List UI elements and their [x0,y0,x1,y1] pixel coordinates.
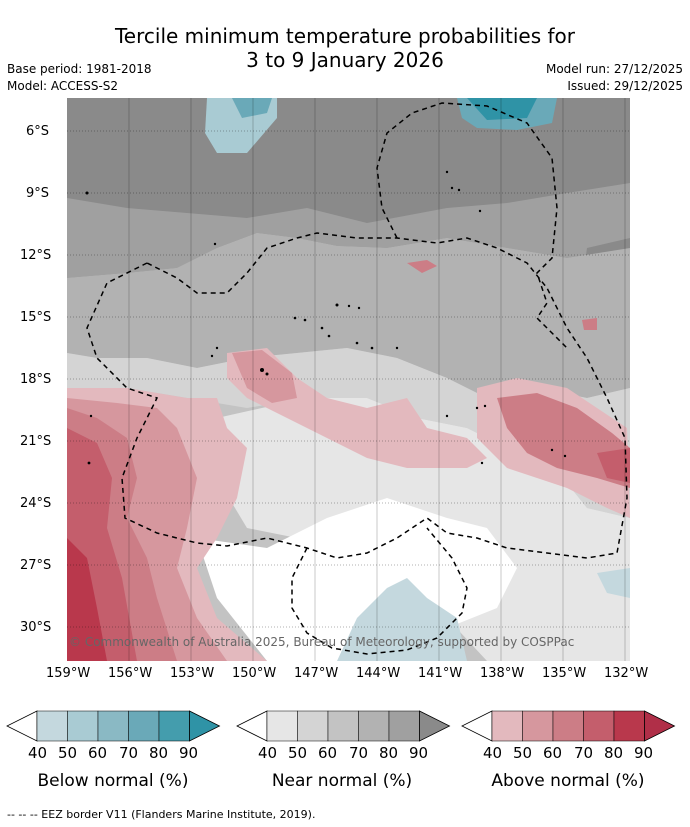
copyright-text: © Commonwealth of Australia 2025, Bureau… [69,635,574,649]
lon-tick: 147°W [294,666,339,681]
cbar-near-tick: 40 [258,744,278,762]
below-colorbar-high-extension [189,710,221,742]
lon-tick: 141°W [418,666,463,681]
below-normal-label: Below normal (%) [37,771,189,791]
lon-tick: 153°W [170,666,215,681]
lat-tick: 30°S [20,620,52,635]
map-title-line-1: Tercile minimum temperature probabilitie… [114,24,576,48]
above-normal-60-east-region [497,393,630,488]
colorbar-svg [6,710,676,742]
near-colorbar-segment [327,710,359,742]
lon-tick: 156°W [108,666,153,681]
islands [85,170,567,465]
graticule-meridians [128,98,626,661]
above-colorbar-segment [613,710,645,742]
below-colorbar-segment [67,710,99,742]
lat-tick: 6°S [26,124,50,139]
above-normal-label: Above normal (%) [491,771,645,791]
lat-tick: 24°S [20,496,52,511]
cbar-near-tick: 90 [409,744,429,762]
lat-tick: 15°S [20,310,52,325]
lon-tick: 135°W [542,666,587,681]
cbar-above-tick: 80 [604,744,624,762]
above-colorbar-segment [522,710,554,742]
cbar-below-tick: 50 [58,744,78,762]
model-run-text: Model run: 27/12/2025 [545,62,683,76]
cbar-below-tick: 70 [119,744,139,762]
near-normal-60-mid-region [67,233,630,398]
above-colorbar-high-extension [644,710,676,742]
below-colorbar-segment [97,710,129,742]
below-colorbar-segment [128,710,160,742]
lon-tick: 150°W [232,666,277,681]
near-normal-label: Near normal (%) [271,771,413,791]
above-normal-patch-b [582,318,597,330]
near-colorbar-segment [266,710,298,742]
cbar-above-tick: 60 [543,744,563,762]
cbar-above-tick: 50 [513,744,533,762]
model-text: Model: ACCESS-S2 [7,79,119,93]
above-colorbar-segment [491,710,523,742]
eez-border-central [86,232,628,559]
above-normal-central-core [232,350,297,403]
map-title-line-2: 3 to 9 January 2026 [246,48,444,72]
probability-map: © Commonwealth of Australia 2025, Bureau… [67,98,630,661]
eez-border-south [291,527,468,655]
lon-tick: 159°W [46,666,91,681]
lat-tick: 18°S [20,372,52,387]
above-normal-70-east-region [597,448,630,483]
eez-footnote: -- -- -- EEZ border V11 (Flanders Marine… [7,808,316,821]
lat-tick: 21°S [20,434,52,449]
above-colorbar-segment [552,710,584,742]
cbar-near-tick: 50 [288,744,308,762]
cbar-above-tick: 90 [634,744,654,762]
map-svg: © Commonwealth of Australia 2025, Bureau… [67,98,630,661]
lat-tick: 9°S [26,186,50,201]
below-normal-north-west-core [232,98,272,118]
below-colorbar-segment [158,710,190,742]
cbar-near-tick: 60 [318,744,338,762]
below-normal-40-south-region [337,578,467,661]
near-colorbar-segment [297,710,329,742]
issued-text: Issued: 29/12/2025 [567,79,683,93]
near-colorbar-segment [358,710,390,742]
base-period-text: Base period: 1981-2018 [7,62,152,76]
cbar-below-tick: 60 [88,744,108,762]
below-colorbar-segment [36,710,68,742]
near-colorbar-segment [388,710,420,742]
near-colorbar-high-extension [419,710,451,742]
below-normal-40-east-region [597,568,630,598]
cbar-above-tick: 40 [483,744,503,762]
lon-tick: 144°W [356,666,401,681]
graticule [67,130,630,628]
above-normal-patch-a [407,260,437,273]
cbar-below-tick: 40 [28,744,48,762]
near-normal-70-north-region [67,183,630,278]
cbar-near-tick: 70 [349,744,369,762]
near-colorbar-low-extension [236,710,268,742]
cbar-above-tick: 70 [574,744,594,762]
above-colorbar-low-extension [461,710,493,742]
cbar-below-tick: 80 [149,744,169,762]
lon-tick: 132°W [604,666,649,681]
below-colorbar-low-extension [6,710,38,742]
above-normal-80-west-region [67,538,107,661]
lat-tick: 27°S [20,558,52,573]
lon-tick: 138°W [480,666,525,681]
lat-tick: 12°S [20,248,52,263]
eez-border-north [376,102,568,349]
near-normal-50-mid-region [67,348,630,518]
below-normal-north-east-core [467,98,537,120]
cbar-below-tick: 90 [179,744,199,762]
cbar-near-tick: 80 [379,744,399,762]
above-colorbar-segment [583,710,615,742]
